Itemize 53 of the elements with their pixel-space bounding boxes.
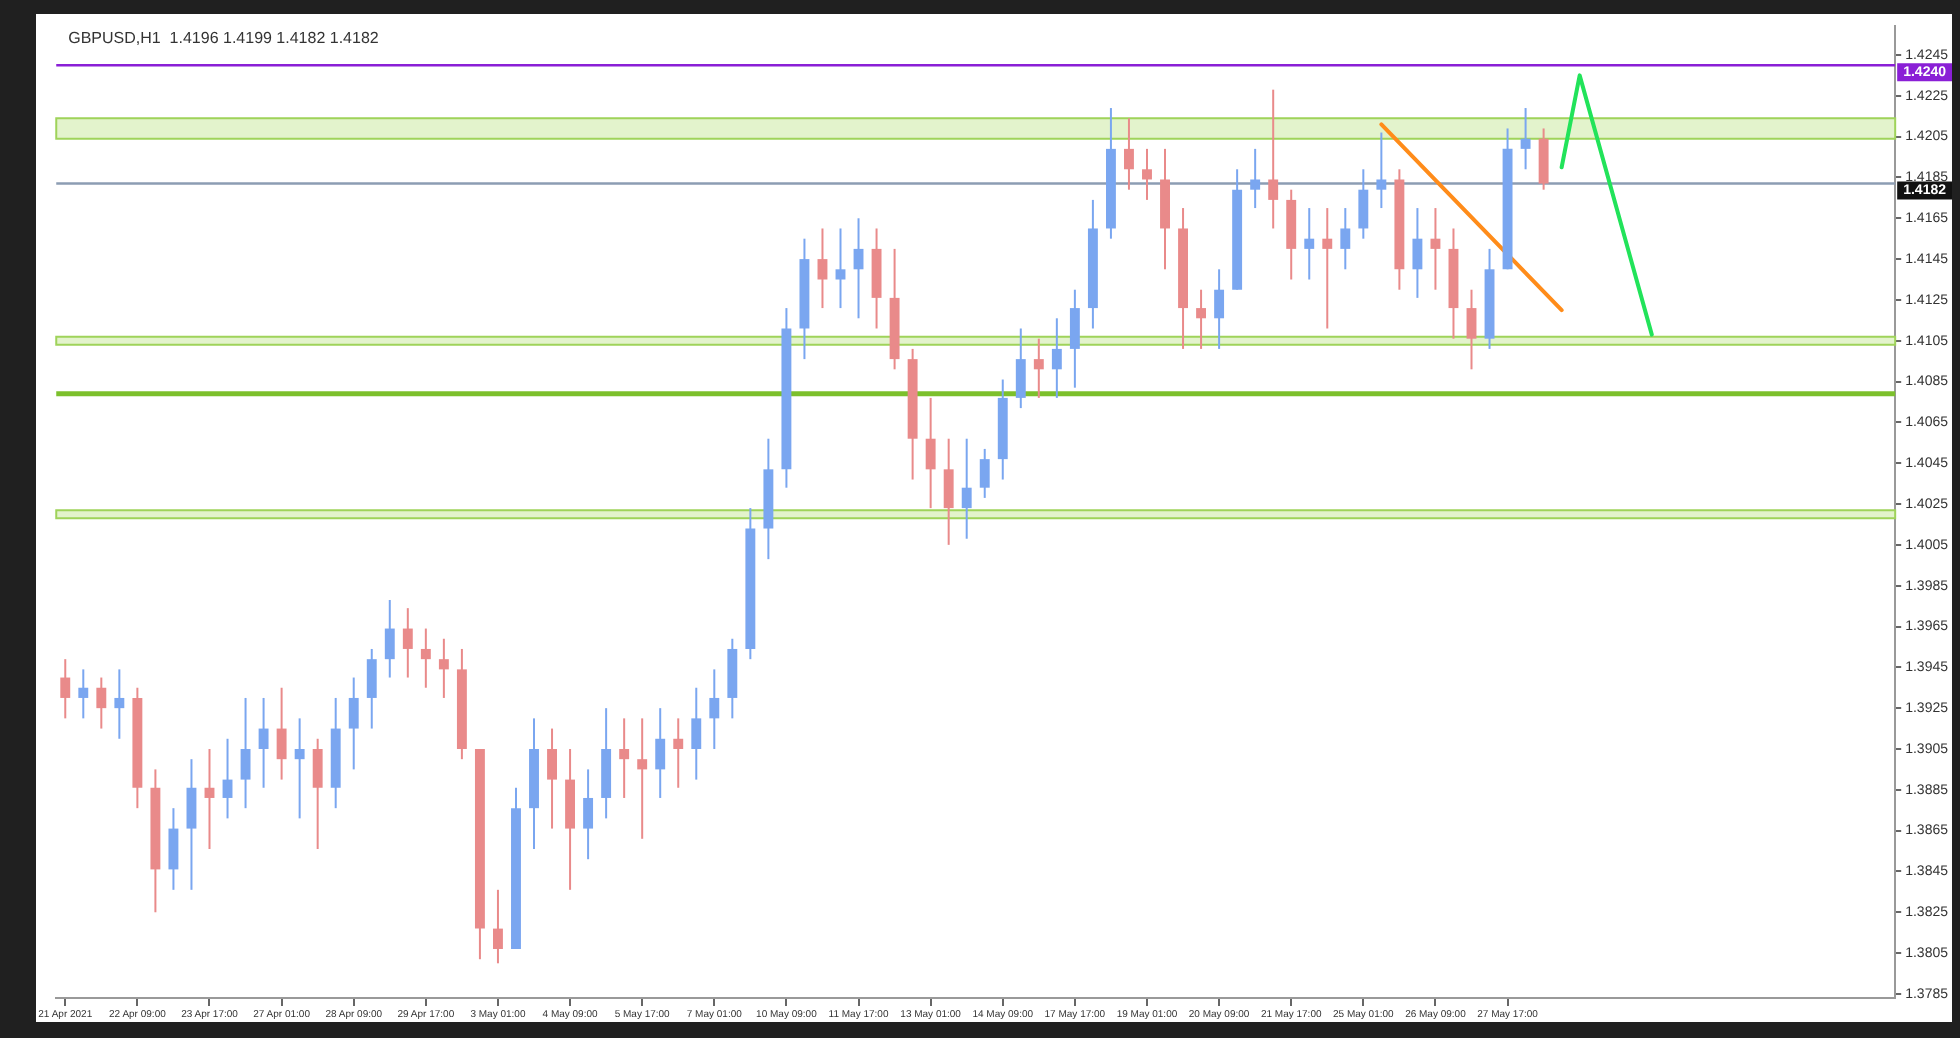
candlestick — [1376, 131, 1387, 210]
candlestick — [1430, 207, 1441, 291]
candlestick — [366, 647, 377, 730]
candlestick — [312, 737, 323, 850]
candlestick — [655, 707, 666, 799]
candlestick — [258, 696, 269, 789]
candlestick — [1051, 317, 1062, 399]
candlestick — [1142, 147, 1152, 201]
candlestick — [1015, 327, 1026, 410]
candlestick — [1358, 168, 1369, 240]
candlestick — [817, 227, 828, 310]
candlestick — [420, 627, 431, 689]
candlestick — [384, 598, 395, 679]
candlestick — [979, 447, 990, 499]
candlestick — [493, 888, 503, 965]
candlestick — [348, 676, 359, 771]
candlestick — [673, 717, 684, 789]
candlestick — [925, 396, 936, 510]
candlestick — [637, 717, 648, 840]
candlestick — [78, 668, 89, 720]
candlestick — [1304, 207, 1315, 281]
candlestick — [402, 607, 413, 679]
candlestick — [709, 668, 720, 750]
candlestick — [1412, 207, 1423, 299]
candlestick — [1250, 147, 1261, 210]
candlestick — [1196, 288, 1207, 350]
candlestick — [1538, 127, 1549, 191]
candlestick — [583, 768, 594, 861]
candlestick — [114, 668, 125, 740]
candlestick — [943, 437, 954, 546]
candlestick — [294, 717, 305, 820]
candlestick — [186, 758, 197, 891]
candlestick — [1268, 88, 1279, 230]
candlestick — [1124, 117, 1134, 191]
candlestick — [1340, 207, 1351, 271]
candlestick — [835, 227, 846, 310]
candlestick — [276, 686, 287, 781]
candlestick — [619, 717, 630, 799]
candlestick — [547, 727, 557, 830]
candlestick — [168, 807, 179, 891]
candlestick — [60, 658, 71, 720]
candlestick — [961, 437, 972, 540]
candlestick — [691, 686, 702, 781]
candlestick — [1214, 268, 1225, 350]
candlestick — [240, 696, 251, 810]
candlestick — [438, 637, 449, 699]
candlestick — [1466, 288, 1477, 371]
candlestick — [1322, 207, 1333, 330]
candlestick — [1520, 107, 1531, 171]
candlestick — [96, 676, 107, 730]
chart-title: GBPUSD,H1 1.4196 1.4199 1.4182 1.4182 — [68, 28, 380, 47]
candlestick — [1069, 288, 1080, 389]
candlestick — [1033, 337, 1044, 399]
